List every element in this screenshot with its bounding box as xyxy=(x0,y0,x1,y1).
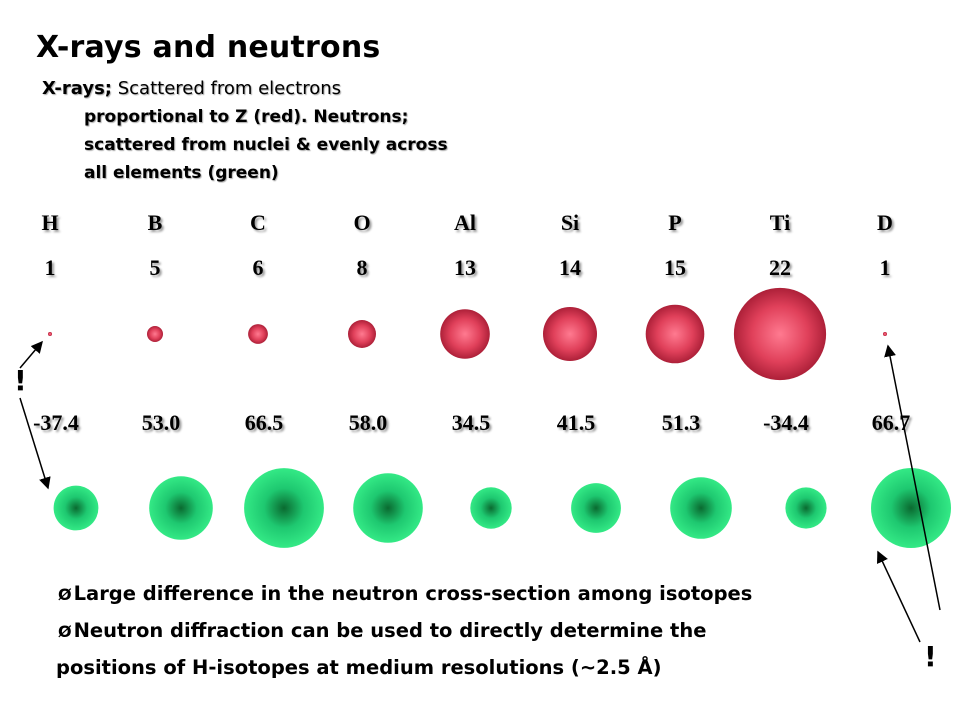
scattering-length: 58.0 xyxy=(348,410,388,435)
scattering-length: 66.7 xyxy=(871,410,911,435)
xray-sphere xyxy=(733,287,827,381)
right-arrow-up-short xyxy=(877,550,921,643)
scattering-length: 34.5 xyxy=(451,410,491,435)
xray-sphere xyxy=(348,320,376,348)
atomic-number: 14 xyxy=(559,255,581,280)
bullet-item-1: Ø Large difference in the neutron cross-s… xyxy=(58,576,818,613)
xray-sphere-group xyxy=(48,287,887,381)
bullet-text-2a: Neutron diffraction can be used to direc… xyxy=(73,619,707,642)
page-title: X-rays and neutrons xyxy=(36,30,381,65)
atomic-number: 8 xyxy=(356,255,368,280)
neutron-sphere xyxy=(670,477,732,539)
bullet-text-1: Large difference in the neutron cross-se… xyxy=(73,582,753,605)
intro-line1: Scattered from electrons xyxy=(112,78,342,99)
atomic-number: 22 xyxy=(769,255,791,280)
element-symbol: H xyxy=(41,210,59,235)
bullet-item-2-cont: positions of H-isotopes at medium resolu… xyxy=(56,650,818,686)
element-symbol: O xyxy=(353,210,371,235)
intro-text: X-rays; Scattered from electrons proport… xyxy=(42,75,502,187)
scattering-length: 51.3 xyxy=(661,410,701,435)
scattering-length: 66.5 xyxy=(244,410,284,435)
element-symbol: C xyxy=(250,210,266,235)
xray-sphere xyxy=(48,332,52,336)
neutron-sphere xyxy=(871,468,951,548)
element-symbol: P xyxy=(668,210,682,235)
atomic-number: 1 xyxy=(879,255,891,280)
xray-sphere xyxy=(883,332,887,336)
bullet-item-2: Ø Neutron diffraction can be used to dire… xyxy=(58,613,818,650)
bullet-list: Ø Large difference in the neutron cross-s… xyxy=(56,576,818,686)
xray-sphere xyxy=(645,304,705,364)
left-exclamation-mark: ! xyxy=(14,364,27,397)
element-symbol: D xyxy=(877,210,893,235)
atomic-number: 15 xyxy=(664,255,686,280)
right-exclamation-mark: ! xyxy=(924,640,937,673)
neutron-sphere-group xyxy=(53,468,951,548)
atomic-number: 13 xyxy=(454,255,476,280)
atomic-number: 6 xyxy=(252,255,264,280)
neutron-sphere xyxy=(149,476,213,540)
atomic-number: 1 xyxy=(44,255,56,280)
scattering-length: -34.4 xyxy=(763,410,809,435)
element-symbol: Al xyxy=(454,210,476,235)
element-symbol: B xyxy=(147,210,163,235)
bullet-arrow-icon: Ø xyxy=(58,585,72,604)
scattering-length: -37.4 xyxy=(33,410,79,435)
scattering-length: 53.0 xyxy=(141,410,181,435)
right-arrow-up-long xyxy=(884,344,941,611)
scattering-length: 41.5 xyxy=(556,410,596,435)
xray-sphere xyxy=(147,326,163,342)
neutron-sphere xyxy=(353,473,423,543)
xray-sphere xyxy=(543,307,597,361)
neutron-sphere xyxy=(53,485,99,531)
atomic-number-row: 1 5 6 8 13 14 15 22 1 xyxy=(0,255,960,285)
element-symbol: Ti xyxy=(769,210,791,235)
neutron-sphere xyxy=(470,487,512,529)
atomic-number: 5 xyxy=(149,255,161,280)
intro-line3: scattered from nuclei & evenly across xyxy=(84,135,448,155)
element-symbol: Si xyxy=(560,210,580,235)
intro-lead: X-rays; xyxy=(42,78,112,99)
element-symbol-row: H B C O Al Si P Ti D xyxy=(0,210,960,240)
xray-sphere xyxy=(248,324,268,344)
bullet-arrow-icon: Ø xyxy=(58,622,72,641)
bullet-text-2b: positions of H-isotopes at medium resolu… xyxy=(56,656,662,679)
neutron-sphere xyxy=(571,483,621,533)
intro-line2: proportional to Z (red). Neutrons; xyxy=(84,107,409,127)
neutron-sphere xyxy=(244,468,324,548)
scattering-length-row: -37.4 53.0 66.5 58.0 34.5 41.5 51.3 -34.4 66.7 xyxy=(0,410,960,440)
intro-line4: all elements (green) xyxy=(84,163,279,183)
xray-sphere xyxy=(440,309,490,359)
neutron-sphere xyxy=(785,487,827,529)
